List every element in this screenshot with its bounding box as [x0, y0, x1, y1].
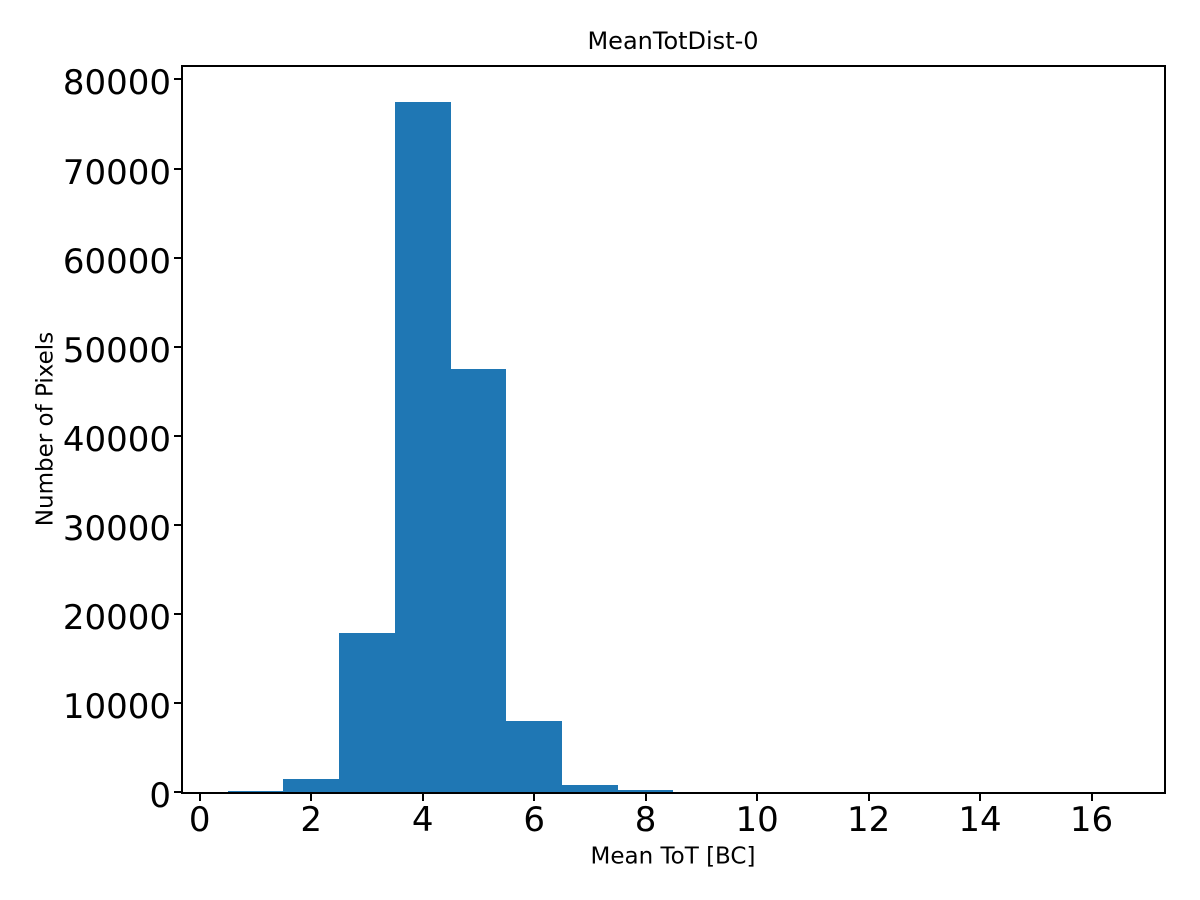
y-tick-label: 10000: [62, 686, 171, 727]
y-tick-label: 60000: [62, 241, 171, 282]
x-tick-mark: [198, 794, 201, 801]
histogram-bar: [394, 101, 451, 792]
x-tick-label: 2: [300, 800, 322, 840]
y-tick-mark: [174, 523, 181, 526]
x-tick-label: 10: [735, 800, 779, 840]
y-tick-mark: [174, 167, 181, 170]
y-tick-mark: [174, 256, 181, 259]
y-axis-label: Number of Pixels: [32, 331, 59, 527]
y-tick-mark: [174, 612, 181, 615]
chart-title: MeanTotDist-0: [587, 27, 759, 55]
x-tick-label: 8: [634, 800, 657, 840]
x-tick-mark: [310, 794, 313, 801]
x-tick-label: 0: [188, 800, 211, 840]
y-tick-label: 20000: [62, 597, 171, 638]
y-tick-label: 50000: [62, 330, 171, 371]
x-tick-mark: [756, 794, 759, 801]
y-tick-label: 40000: [62, 419, 171, 460]
histogram-bar: [562, 784, 618, 792]
x-tick-mark: [644, 794, 647, 801]
histogram-bar: [617, 790, 674, 792]
x-axis-label: Mean ToT [BC]: [590, 843, 756, 870]
x-tick-label: 4: [411, 800, 434, 840]
histogram-bar: [506, 720, 563, 792]
y-tick-label: 30000: [62, 508, 171, 549]
y-tick-label: 70000: [62, 152, 171, 193]
histogram-bar: [227, 790, 284, 792]
y-tick-label: 80000: [62, 63, 171, 104]
histogram-bar: [339, 633, 395, 792]
x-tick-label: 14: [958, 800, 1002, 840]
y-tick-mark: [174, 345, 181, 348]
x-tick-label: 6: [523, 800, 545, 840]
histogram-bar: [450, 368, 507, 792]
x-tick-label: 16: [1069, 800, 1114, 840]
x-tick-mark: [533, 794, 536, 801]
plot-area: [181, 65, 1166, 794]
x-tick-mark: [421, 794, 424, 801]
y-tick-mark: [174, 791, 181, 793]
x-tick-mark: [979, 794, 982, 801]
x-tick-mark: [1090, 794, 1093, 801]
y-tick-label: 0: [149, 776, 171, 816]
y-tick-mark: [174, 434, 181, 437]
y-tick-mark: [174, 701, 181, 704]
histogram-bar: [283, 778, 340, 792]
x-tick-label: 12: [846, 800, 891, 840]
x-tick-mark: [867, 794, 870, 801]
y-tick-mark: [174, 78, 181, 81]
